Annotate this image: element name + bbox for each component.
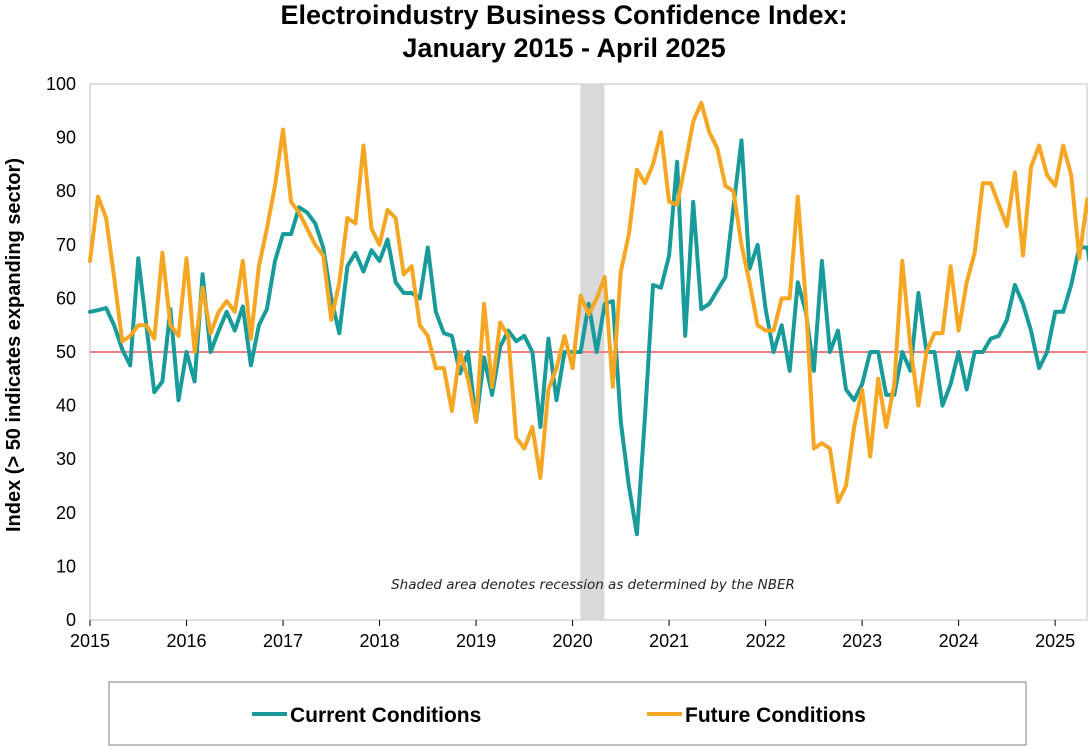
x-tick-label: 2015 bbox=[70, 631, 110, 651]
x-tick-label: 2017 bbox=[263, 631, 303, 651]
y-tick-label: 80 bbox=[56, 181, 76, 201]
x-tick-label: 2018 bbox=[360, 631, 400, 651]
x-ticks: 2015 2016 2017 2018 2019 2020 2021 2022 … bbox=[70, 631, 1075, 651]
legend-label-current-conditions: Current Conditions bbox=[290, 704, 481, 727]
y-tick-label: 60 bbox=[56, 288, 76, 308]
y-ticks: 0 10 20 30 40 50 60 70 80 90 100 bbox=[46, 74, 76, 630]
y-axis-label: Index (> 50 indicates expanding sector) bbox=[3, 158, 25, 532]
recession-annotation: Shaded area denotes recession as determi… bbox=[391, 577, 795, 593]
x-tick-label: 2024 bbox=[939, 631, 979, 651]
x-tick-marks bbox=[89, 620, 1056, 626]
chart-title-line1: Electroindustry Business Confidence Inde… bbox=[280, 0, 847, 30]
y-tick-label: 50 bbox=[56, 342, 76, 362]
y-tick-label: 0 bbox=[66, 610, 76, 630]
y-tick-label: 20 bbox=[56, 503, 76, 523]
y-tick-label: 40 bbox=[56, 396, 76, 416]
y-tick-label: 30 bbox=[56, 449, 76, 469]
legend-box bbox=[108, 681, 1027, 746]
y-tick-label: 10 bbox=[56, 556, 76, 576]
series-line-future-conditions bbox=[88, 100, 1088, 505]
legend-label-future-conditions: Future Conditions bbox=[685, 704, 866, 727]
x-tick-label: 2023 bbox=[842, 631, 882, 651]
y-tick-label: 90 bbox=[56, 128, 76, 148]
y-tick-label: 70 bbox=[56, 235, 76, 255]
x-tick-label: 2019 bbox=[456, 631, 496, 651]
x-tick-label: 2016 bbox=[166, 631, 206, 651]
chart-title-line2: January 2015 - April 2025 bbox=[402, 33, 725, 63]
x-tick-label: 2025 bbox=[1035, 631, 1075, 651]
x-tick-label: 2022 bbox=[746, 631, 786, 651]
x-tick-label: 2020 bbox=[553, 631, 593, 651]
x-tick-label: 2021 bbox=[649, 631, 689, 651]
y-tick-label: 100 bbox=[46, 74, 76, 94]
series-line-current-conditions bbox=[88, 138, 1088, 537]
